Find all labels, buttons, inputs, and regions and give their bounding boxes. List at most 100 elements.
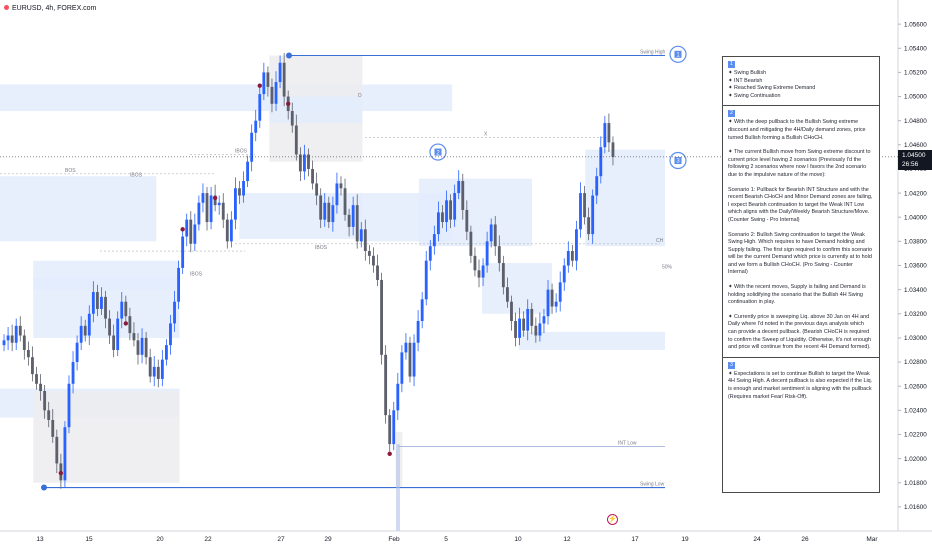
bullet-icon: ✦: [728, 119, 735, 126]
candle-body: [156, 366, 160, 379]
candle-body: [31, 357, 34, 375]
candle-body: [323, 202, 327, 220]
candle-body: [294, 125, 298, 155]
y-tick-label: 1.02600: [904, 383, 927, 390]
pivot-high-marker: [58, 470, 64, 476]
pivot-high-marker: [257, 83, 262, 88]
candle-body: [453, 193, 457, 220]
candle-body: [575, 229, 578, 261]
candle-body: [449, 200, 453, 220]
markers-layer: 1 2 3: [58, 45, 687, 476]
lightning-icon[interactable]: ⚡: [607, 514, 618, 525]
demand-zone: [0, 84, 453, 112]
chart-annotation: CH: [656, 238, 664, 244]
candle-body: [39, 383, 42, 392]
candle-body: [428, 246, 432, 261]
swing-marker-square: [674, 50, 682, 58]
candle-body: [392, 410, 396, 445]
candle-body: [164, 345, 168, 360]
paragraph-text: The current Bullish move from Swing extr…: [728, 149, 871, 178]
candle-body: [477, 270, 481, 278]
candle-body: [71, 362, 75, 384]
bullet-icon: ✦: [728, 92, 735, 99]
x-tick-label: Mar: [866, 536, 878, 543]
time-axis[interactable]: 13 15 20 22 27 29 Feb 5 10 12 17 19 24 26 Mar: [36, 536, 878, 543]
chart-annotation: Swing Low: [640, 482, 665, 488]
section-3-paragraphs: ✦ Expectations is set to continue Bullis…: [728, 371, 874, 401]
candle-body: [242, 181, 245, 196]
candle-body: [278, 62, 282, 83]
candle-body: [432, 234, 436, 247]
candle-body: [148, 357, 152, 377]
candle-body: [238, 188, 241, 196]
candle-body: [534, 325, 538, 336]
candle-body: [587, 217, 591, 235]
candle-body: [100, 296, 103, 309]
candle-body: [347, 214, 351, 227]
x-tick-label: 22: [204, 536, 212, 543]
y-tick-label: 1.05400: [904, 45, 927, 52]
candle-body: [315, 183, 319, 196]
annotations-layer: Swing High Swing Low INT Low BOS IBOS IBOS IBO…: [65, 50, 673, 488]
candle-body: [193, 224, 197, 244]
demand-zone: [518, 331, 665, 350]
candle-body: [359, 229, 363, 242]
candle-body: [376, 265, 379, 280]
demand-zone: [33, 277, 180, 290]
candle-body: [83, 325, 87, 336]
bullet-text: Reached Swing Extreme Demand: [734, 85, 816, 92]
demand-zone: [585, 149, 665, 247]
candle-body: [128, 316, 132, 334]
candle-body: [380, 279, 383, 355]
bullet-icon: ✦: [728, 85, 735, 92]
swing-low-point: [41, 484, 47, 491]
swing-marker-label: 2: [436, 150, 440, 156]
demand-zone: [239, 193, 363, 239]
candle-body: [579, 193, 582, 230]
candle-body: [546, 289, 550, 317]
paragraph-text: Scenario 2: Bullish Swing continuation t…: [728, 231, 873, 276]
candle-body: [140, 337, 144, 355]
candle-body: [501, 263, 505, 288]
symbol-title[interactable]: EURUSD, 4h, FOREX.com: [4, 5, 96, 12]
candle-body: [112, 335, 116, 350]
symbol-label: EURUSD, 4h, FOREX.com: [12, 5, 97, 12]
candle-body: [132, 333, 136, 341]
swing-marker-label: 1: [676, 53, 680, 59]
analysis-notes-panel: 1 ✦ Swing Bullish ✦ INT Bearish ✦ Reached …: [722, 56, 880, 493]
candle-body: [124, 301, 128, 317]
x-tick-label: 29: [324, 536, 332, 543]
candle-body: [120, 301, 124, 319]
y-tick-label: 1.04200: [904, 190, 927, 197]
candle-body: [2, 340, 6, 346]
candle-body: [542, 316, 546, 324]
demand-zone: [269, 96, 363, 124]
y-tick-label: 1.04800: [904, 118, 927, 125]
pivot-high-marker: [212, 195, 218, 201]
bullet-item: ✦ Swing Continuation: [728, 93, 874, 101]
candle-body: [351, 205, 355, 227]
y-tick-label: 1.05000: [904, 94, 927, 101]
candle-body: [258, 94, 262, 121]
candle-body: [95, 292, 99, 309]
candle-body: [144, 337, 148, 358]
candle-body: [108, 318, 112, 336]
section-3-badge: 3: [728, 361, 735, 369]
y-tick-label: 1.03600: [904, 263, 927, 270]
y-tick-label: 1.02200: [904, 432, 927, 439]
candle-body: [514, 321, 517, 338]
chart-annotation: D: [358, 93, 362, 99]
candle-body: [489, 224, 493, 242]
candle-body: [327, 202, 331, 223]
note-paragraph: Scenario 1: Pullback for Bearish INT Str…: [728, 187, 874, 225]
section-2-badge: 2: [728, 110, 735, 118]
candle-body: [169, 323, 172, 346]
chart-annotation: IBOS: [190, 272, 203, 278]
section-2-paragraphs: ✦ With the deep pullback to the Bullish …: [728, 119, 874, 351]
chart-annotation: INT Low: [618, 441, 637, 447]
bullet-text: Swing Continuation: [734, 92, 781, 99]
candle-body: [26, 349, 30, 358]
bar-countdown: 26:56: [902, 161, 919, 168]
demand-zone: [0, 176, 157, 242]
paragraph-text: With the recent moves, Supply is failing…: [728, 284, 866, 306]
